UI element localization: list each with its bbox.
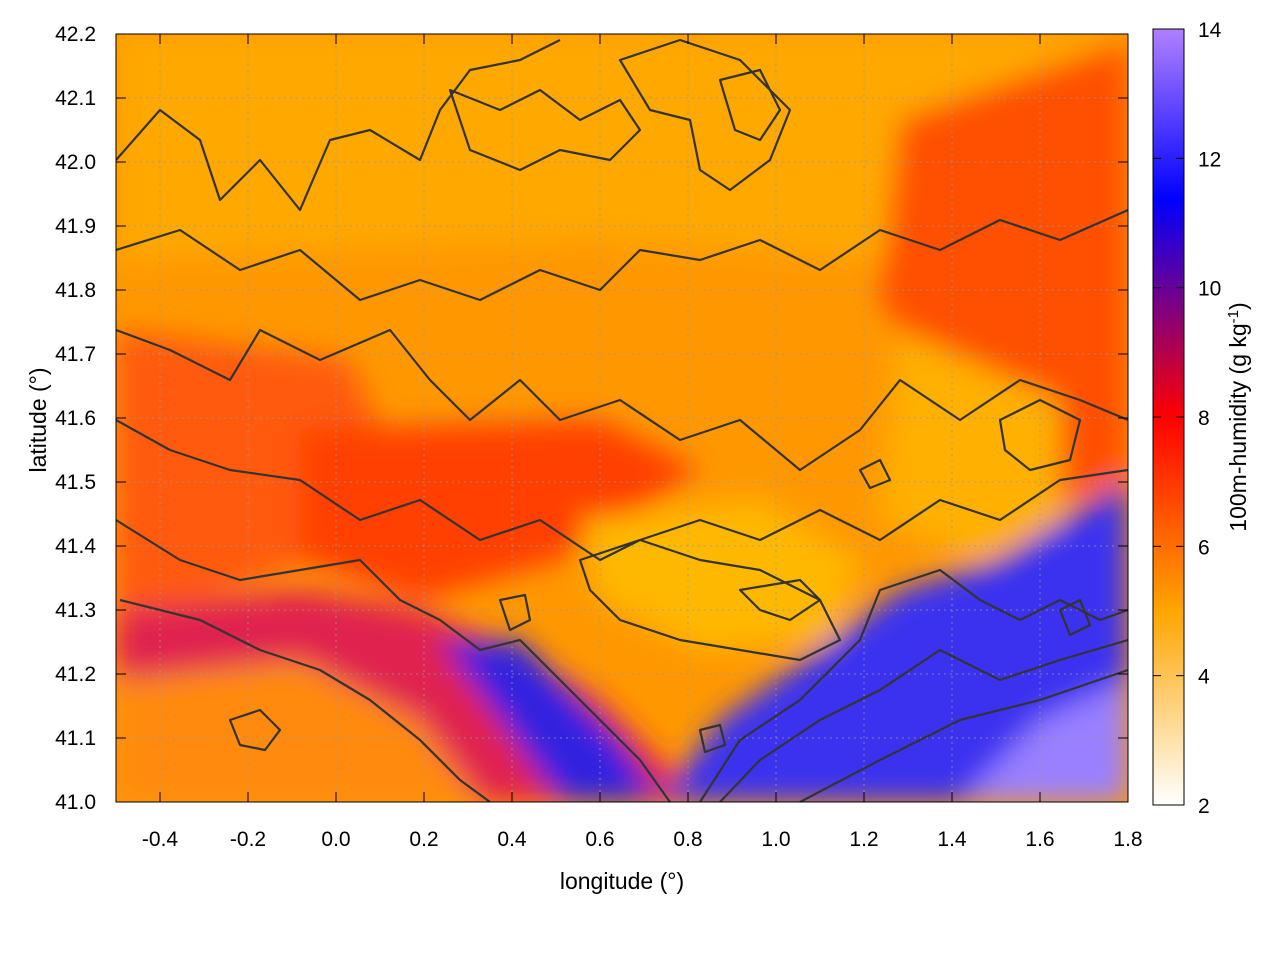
region-central-red <box>300 420 700 600</box>
colorbar-tick-label: 4 <box>1198 666 1210 689</box>
colorbar-tick-label: 8 <box>1198 407 1210 430</box>
region-coast-tongue <box>440 640 660 802</box>
y-tick-label: 41.3 <box>55 599 96 622</box>
x-tick-label: 1.8 <box>1113 828 1142 851</box>
contour-line <box>799 668 1128 802</box>
y-tick-label: 42.1 <box>55 87 96 110</box>
colorbar-tick-label: 2 <box>1198 795 1210 818</box>
y-tick-label: 42.0 <box>55 151 96 174</box>
colorbar-label-sup: -1 <box>1225 310 1242 323</box>
contour-line <box>698 723 727 754</box>
x-tick-label: 0.0 <box>321 828 350 851</box>
x-tick-label: -0.4 <box>142 828 179 851</box>
contour-line <box>498 593 532 632</box>
contour-line <box>578 538 842 662</box>
y-tick-label: 41.5 <box>55 471 96 494</box>
contour-line <box>998 398 1082 472</box>
contour-line <box>738 578 822 622</box>
y-tick-label: 41.8 <box>55 279 96 302</box>
contour-line <box>448 88 642 172</box>
colorbar: 2 4 6 8 10 12 14 100m-humidity (g kg-1) <box>1152 19 1252 818</box>
x-tick-label: 0.8 <box>673 828 702 851</box>
y-tick-label: 41.4 <box>55 535 96 558</box>
contour-line <box>116 419 1128 562</box>
y-tick-label: 41.6 <box>55 407 96 430</box>
x-tick-label: 0.4 <box>497 828 527 851</box>
y-tick-label: 41.9 <box>55 215 96 238</box>
x-tick-label: 0.2 <box>409 828 438 851</box>
contour-line <box>718 68 782 142</box>
y-tick-label: 41.0 <box>55 791 96 814</box>
contour-line <box>116 519 671 802</box>
colorbar-tick-label: 12 <box>1198 148 1221 171</box>
contour-line <box>119 598 491 802</box>
contour-line <box>1058 598 1092 637</box>
colorbar-tick-label: 14 <box>1198 19 1222 42</box>
contour-line <box>699 568 1128 802</box>
contour-line <box>116 39 561 212</box>
y-axis-label: latitude (°) <box>25 367 51 472</box>
x-tick-label: 1.6 <box>1025 828 1054 851</box>
colorbar-label-main: 100m-humidity (g kg <box>1225 323 1251 531</box>
x-tick-label: -0.2 <box>230 828 266 851</box>
region-south-orange <box>116 660 480 802</box>
x-axis-label: longitude (°) <box>560 868 684 894</box>
colorbar-label-end: ) <box>1225 302 1251 310</box>
contour-line <box>228 708 282 752</box>
y-tick-label: 41.7 <box>55 343 96 366</box>
colorbar-label: 100m-humidity (g kg-1) <box>1225 302 1252 531</box>
colorbar-tick-label: 6 <box>1198 536 1210 559</box>
region-sea-light <box>960 680 1128 802</box>
colorbar-ticks: 2 4 6 8 10 12 14 <box>1153 19 1222 818</box>
region-yellow-east <box>880 330 1060 560</box>
contour-line <box>858 458 892 490</box>
contour-lines <box>116 38 1128 802</box>
contour-line <box>116 328 1128 472</box>
x-tick-label: 1.4 <box>937 828 967 851</box>
x-tick-label: 1.2 <box>849 828 878 851</box>
contour-line <box>618 38 792 192</box>
region-sea <box>660 480 1128 802</box>
y-axis: 41.0 41.1 41.2 41.3 41.4 41.5 41.6 41.7 41.8 41.9… <box>55 23 1128 814</box>
x-axis: -0.4 -0.2 0.0 0.2 0.4 0.6 0.8 1.0 1.2 1.4 1.6 1.8 <box>142 34 1143 851</box>
y-tick-label: 41.2 <box>55 663 96 686</box>
x-tick-label: 0.6 <box>585 828 614 851</box>
contour-line <box>116 208 1128 302</box>
region-east-red <box>880 40 1128 520</box>
colorbar-tick-label: 10 <box>1198 278 1221 301</box>
y-tick-label: 42.2 <box>55 23 96 46</box>
x-tick-label: 1.0 <box>761 828 790 851</box>
y-tick-label: 41.1 <box>55 727 96 750</box>
contour-line <box>719 638 1128 802</box>
